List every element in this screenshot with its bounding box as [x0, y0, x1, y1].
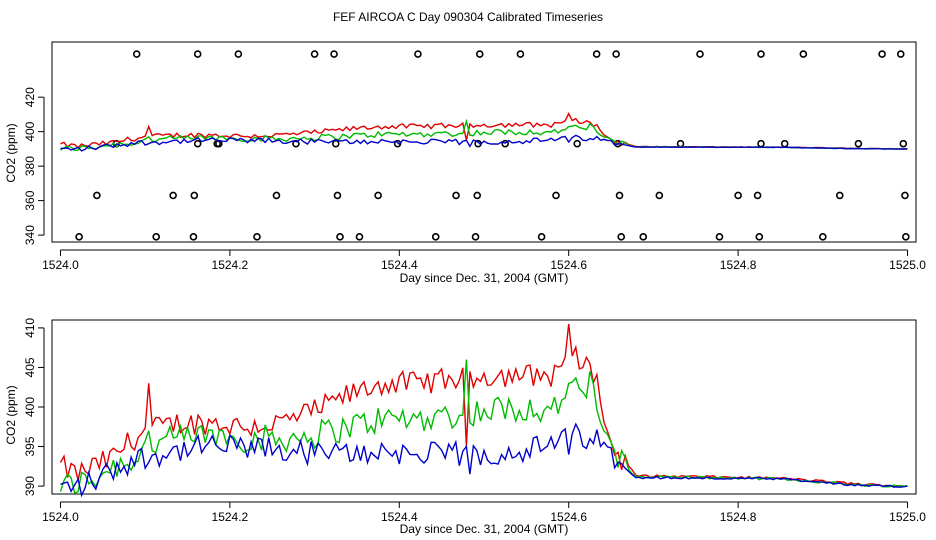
bottom-y-tick-label: 405 [23, 357, 37, 377]
bottom-y-tick-label: 400 [23, 397, 37, 417]
scatter-point [734, 191, 742, 200]
bottom-x-tick-label: 1524.6 [550, 510, 587, 524]
scatter-point [473, 191, 482, 200]
scatter-point [896, 50, 905, 58]
scatter-point [189, 233, 198, 241]
top-x-tick-label: 1524.8 [720, 258, 757, 272]
bottom-axes: 1524.0 1524.2 1524.4 1524.6 1524.8 1525.0 390 3… [23, 318, 926, 524]
bottom-x-axis-label: Day since Dec. 31, 2004 (GMT) [400, 522, 569, 536]
bottom-series-blue [60, 422, 908, 498]
scatter-point [676, 139, 685, 148]
top-x-axis-label: Day since Dec. 31, 2004 (GMT) [400, 271, 569, 285]
scatter-point [755, 233, 764, 241]
scatter-point [501, 139, 509, 148]
bottom-y-tick-label: 395 [23, 436, 37, 456]
top-y-tick-label: 400 [23, 121, 37, 141]
scatter-point [431, 233, 440, 241]
scatter-point [193, 139, 202, 148]
scatter-point [414, 50, 422, 58]
top-series-green [60, 118, 908, 152]
bottom-x-tick-label: 1525.0 [889, 510, 926, 524]
scatter-point [331, 139, 340, 148]
scatter-point [253, 233, 261, 241]
scatter-point [393, 139, 402, 148]
top-scatter [75, 50, 910, 241]
top-y-axis-label: CO2 (ppm) [4, 123, 18, 182]
scatter-point [336, 233, 344, 241]
scatter-point [471, 233, 480, 241]
top-x-tick-label: 1525.0 [889, 258, 926, 272]
scatter-point [93, 191, 101, 200]
bottom-series-green [59, 359, 908, 494]
scatter-point [854, 139, 863, 148]
scatter-point [573, 139, 581, 148]
bottom-y-tick-label: 410 [23, 318, 37, 338]
scatter-point [715, 233, 724, 241]
bottom-series-red [59, 323, 908, 488]
scatter-point [75, 233, 83, 241]
top-x-tick-label: 1524.4 [381, 258, 418, 272]
chart-title: FEF AIRCOA C Day 090304 Calibrated Times… [332, 10, 604, 24]
scatter-point [552, 191, 560, 200]
scatter-point [753, 191, 762, 200]
scatter-point [333, 191, 342, 200]
scatter-point [272, 191, 281, 200]
scatter-point [799, 50, 808, 58]
bottom-x-tick-label: 1524.2 [212, 510, 249, 524]
top-y-tick-label: 380 [23, 156, 37, 176]
scatter-point [639, 233, 648, 241]
scatter-point [780, 139, 789, 148]
top-axes: 1524.0 1524.2 1524.4 1524.6 1524.8 1525.0 340 3… [23, 87, 926, 272]
scatter-point [374, 191, 382, 200]
top-plot-frame [51, 41, 917, 243]
scatter-point [617, 233, 626, 241]
scatter-point [132, 50, 141, 58]
scatter-point [537, 233, 546, 241]
scatter-point [234, 50, 243, 58]
bottom-y-tick-label: 390 [23, 476, 37, 496]
top-y-tick-label: 360 [23, 190, 37, 210]
scatter-point [475, 50, 484, 58]
scatter-point [757, 50, 765, 58]
bottom-y-axis-label: CO2 (ppm) [4, 385, 18, 444]
scatter-point [152, 233, 160, 241]
scatter-point [655, 191, 664, 200]
top-x-tick-label: 1524.6 [550, 258, 587, 272]
bottom-x-tick-label: 1524.4 [381, 510, 418, 524]
scatter-point [615, 191, 624, 200]
scatter-point [310, 50, 319, 58]
bottom-x-tick-label: 1524.0 [42, 510, 79, 524]
top-y-tick-label: 340 [23, 225, 37, 245]
top-y-tick-label: 420 [23, 87, 37, 107]
top-series-red [60, 112, 908, 150]
scatter-point [899, 139, 908, 148]
scatter-point [819, 233, 827, 241]
scatter-point [330, 50, 338, 58]
top-x-tick-label: 1524.2 [212, 258, 249, 272]
scatter-point [902, 233, 910, 241]
scatter-point [292, 139, 300, 148]
scatter-point [901, 191, 909, 200]
scatter-point [757, 139, 765, 148]
scatter-point [878, 50, 886, 58]
scatter-point [355, 233, 364, 241]
top-series-blue [60, 134, 908, 152]
scatter-point [193, 50, 202, 58]
bottom-x-tick-label: 1524.8 [720, 510, 757, 524]
top-series [60, 112, 908, 152]
bottom-series [59, 323, 908, 498]
scatter-point [835, 191, 844, 200]
scatter-point [592, 50, 601, 58]
scatter-point [169, 191, 177, 200]
scatter-point [452, 191, 460, 200]
scatter-point [696, 50, 704, 58]
scatter-point [190, 191, 199, 200]
scatter-point [612, 50, 620, 58]
bottom-plot-frame [51, 319, 917, 495]
scatter-point [516, 50, 525, 58]
top-x-tick-label: 1524.0 [42, 258, 79, 272]
